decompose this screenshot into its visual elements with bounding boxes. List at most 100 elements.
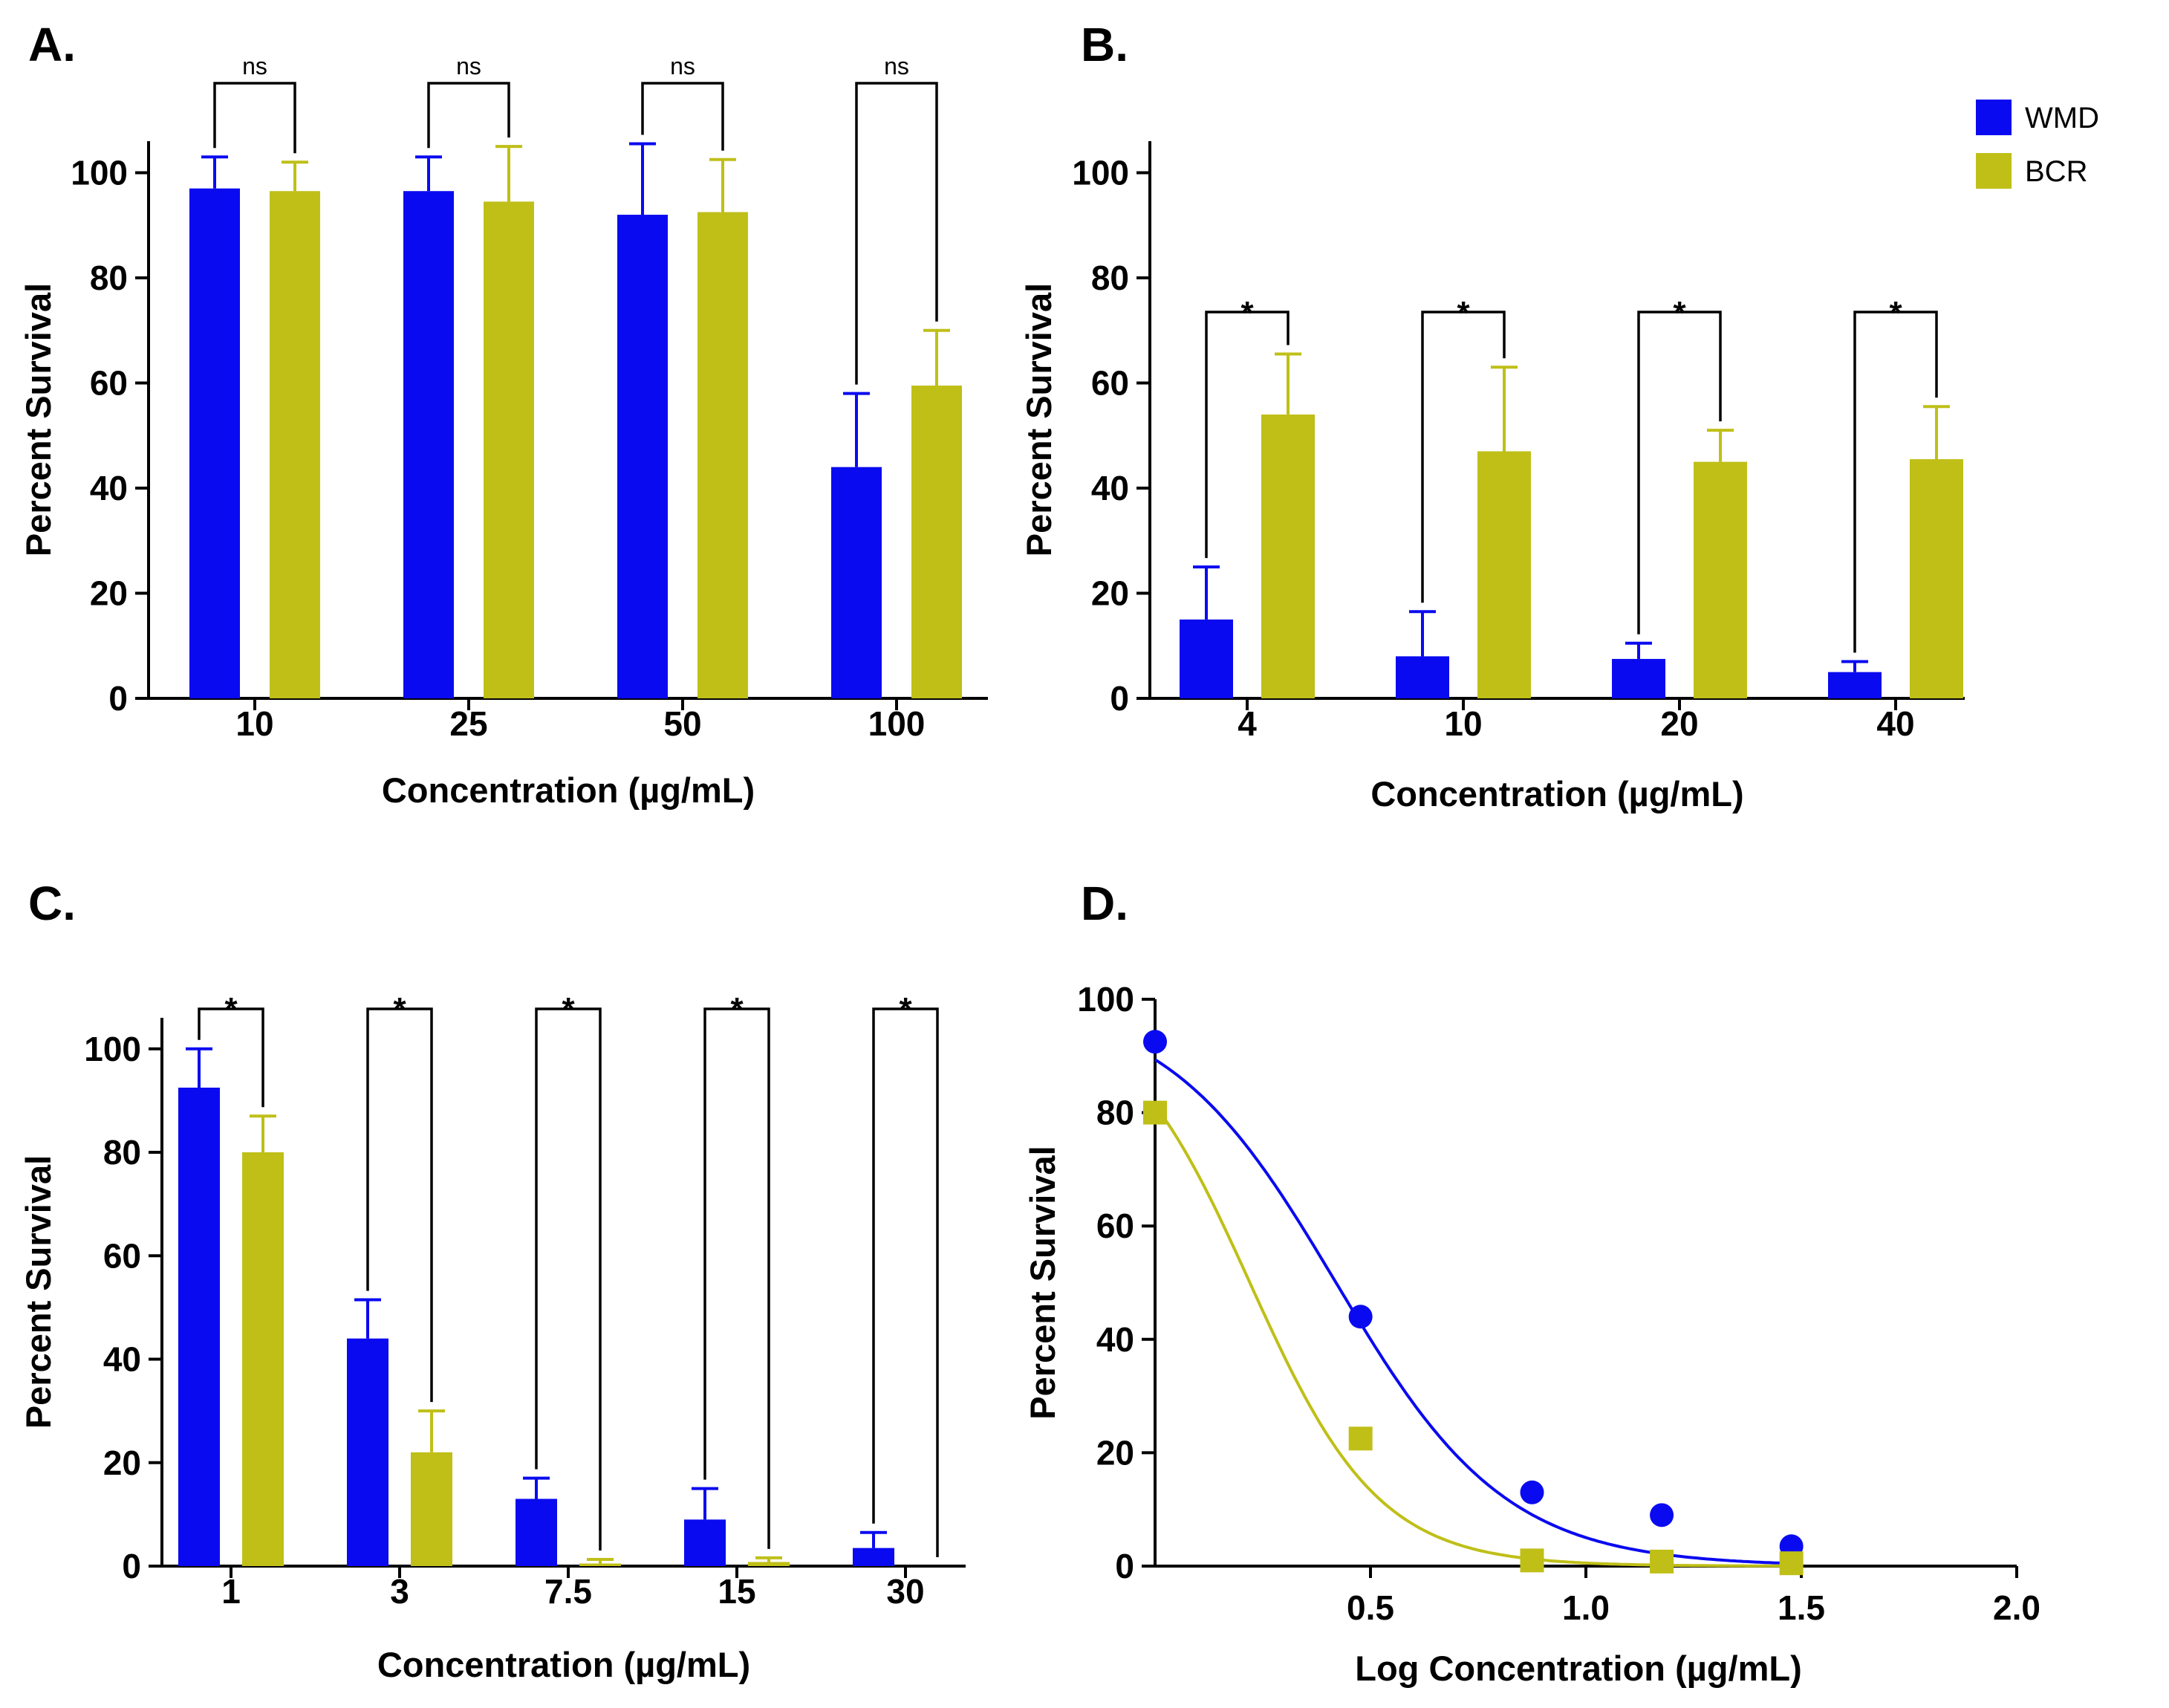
dose-response-panel: D. 0 20 40 60 80 100 0.5 1.0 1.5 2.0 Log Concentrat…	[1023, 877, 2040, 1688]
bar-wmd	[1180, 619, 1233, 698]
y-tick-label: 40	[1091, 469, 1129, 507]
bar-bcr	[748, 1562, 790, 1566]
y-tick-label: 100	[71, 153, 128, 192]
x-tick-label: 10	[235, 704, 273, 743]
bar-bcr	[1694, 461, 1747, 698]
x-tick-label: 50	[663, 704, 701, 743]
y-tick-label: 40	[103, 1340, 141, 1379]
x-tick-label: 1.5	[1778, 1588, 1825, 1627]
significance-bracket	[366, 1007, 433, 1403]
data-point-wmd	[1348, 1305, 1373, 1329]
legend-swatch-wmd	[1976, 100, 2012, 135]
bar-wmd	[1396, 656, 1449, 698]
significance-asterisk: *	[224, 991, 238, 1027]
x-tick-label: 20	[1660, 704, 1698, 743]
bar-bcr	[579, 1563, 621, 1566]
fit-curve-bcr	[1154, 1104, 1802, 1568]
bar-wmd	[189, 188, 240, 698]
y-tick-label: 80	[103, 1133, 141, 1172]
significance-asterisk: *	[1673, 295, 1686, 331]
y-tick-label: 100	[1072, 153, 1129, 192]
y-tick-label: 0	[122, 1547, 141, 1585]
bar-bcr	[411, 1452, 452, 1566]
y-tick-label: 20	[90, 574, 128, 612]
data-point-bcr	[1520, 1548, 1544, 1573]
y-tick-label: 100	[1077, 980, 1134, 1019]
bar-wmd	[1828, 672, 1882, 698]
x-tick-label: 40	[1876, 704, 1914, 743]
significance-label-ns: ns	[456, 53, 481, 79]
legend-swatch-bcr	[1976, 153, 2012, 189]
bar-bcr	[242, 1152, 284, 1566]
significance-bracket	[427, 82, 510, 149]
bar-wmd	[1612, 658, 1665, 698]
bar-wmd	[853, 1548, 894, 1566]
x-axis-title: Concentration (µg/mL)	[382, 770, 755, 810]
x-tick-label: 0.5	[1347, 1588, 1394, 1627]
y-tick-label: 0	[1110, 679, 1129, 718]
bar-wmd	[178, 1087, 220, 1566]
x-tick-label: 1.0	[1562, 1588, 1610, 1627]
y-tick-label: 0	[108, 679, 128, 718]
panel-label: B.	[1081, 18, 1128, 71]
significance-bracket	[703, 1007, 770, 1549]
x-tick-label: 3	[390, 1572, 409, 1611]
y-tick-label: 80	[90, 259, 128, 297]
significance-asterisk: *	[1889, 295, 1902, 331]
bar-wmd	[617, 215, 668, 698]
significance-bracket	[872, 1007, 939, 1557]
y-tick-label: 100	[84, 1030, 141, 1068]
legend: WMD BCR	[1976, 100, 2099, 189]
bar-wmd	[403, 191, 454, 698]
significance-bracket	[213, 82, 296, 154]
bar-bcr	[1261, 414, 1315, 698]
significance-asterisk: *	[730, 991, 744, 1027]
panel-label: C.	[28, 877, 76, 930]
bar-wmd	[684, 1519, 726, 1566]
y-tick-label: 60	[90, 363, 128, 402]
y-tick-label: 80	[1096, 1094, 1134, 1132]
significance-bracket	[535, 1007, 602, 1550]
x-axis-title: Log Concentration (µg/mL)	[1355, 1649, 1801, 1688]
significance-asterisk: *	[393, 991, 406, 1027]
significance-bracket	[641, 82, 724, 151]
fit-curve-wmd	[1154, 1058, 1802, 1565]
x-tick-label: 30	[886, 1572, 924, 1611]
x-tick-label: 10	[1444, 704, 1482, 743]
data-point-bcr	[1779, 1551, 1804, 1576]
significance-bracket	[1421, 311, 1506, 603]
y-tick-label: 0	[1115, 1547, 1134, 1585]
y-axis-title: Percent Survival	[1023, 1146, 1062, 1419]
x-tick-label: 1	[221, 1572, 241, 1611]
y-tick-label: 80	[1091, 259, 1129, 297]
x-tick-label: 4	[1238, 704, 1257, 743]
y-tick-label: 40	[90, 469, 128, 507]
y-axis-title: Percent Survival	[19, 283, 58, 556]
x-tick-label: 25	[449, 704, 487, 743]
significance-label-ns: ns	[242, 53, 267, 79]
y-tick-label: 20	[1096, 1433, 1134, 1472]
significance-asterisk: *	[562, 991, 575, 1027]
x-axis-title: Concentration (µg/mL)	[377, 1645, 750, 1684]
bar-bcr	[270, 191, 320, 698]
x-tick-label: 7.5	[544, 1572, 592, 1611]
legend-label-wmd: WMD	[2025, 102, 2099, 134]
x-tick-label: 15	[718, 1572, 755, 1611]
x-tick-label: 2.0	[1993, 1588, 2040, 1627]
bar-wmd	[347, 1338, 388, 1566]
significance-bracket	[1205, 311, 1290, 559]
y-tick-label: 20	[103, 1444, 141, 1482]
significance-bracket	[198, 1007, 264, 1108]
bar-chart-panel-3: C. 0 20 40 60 80 100 * 1 * 3 * 7.5 * 15 * 30 Concentratio…	[19, 877, 966, 1684]
data-point-wmd	[1650, 1503, 1674, 1527]
significance-asterisk: *	[1240, 295, 1254, 331]
y-tick-label: 20	[1091, 574, 1129, 612]
significance-bracket	[1853, 311, 1938, 653]
data-point-wmd	[1520, 1480, 1544, 1504]
data-point-bcr	[1348, 1426, 1373, 1451]
significance-asterisk: *	[1457, 295, 1470, 331]
y-tick-label: 60	[1096, 1207, 1134, 1245]
bar-bcr	[1910, 459, 1963, 698]
data-point-wmd	[1143, 1030, 1167, 1054]
